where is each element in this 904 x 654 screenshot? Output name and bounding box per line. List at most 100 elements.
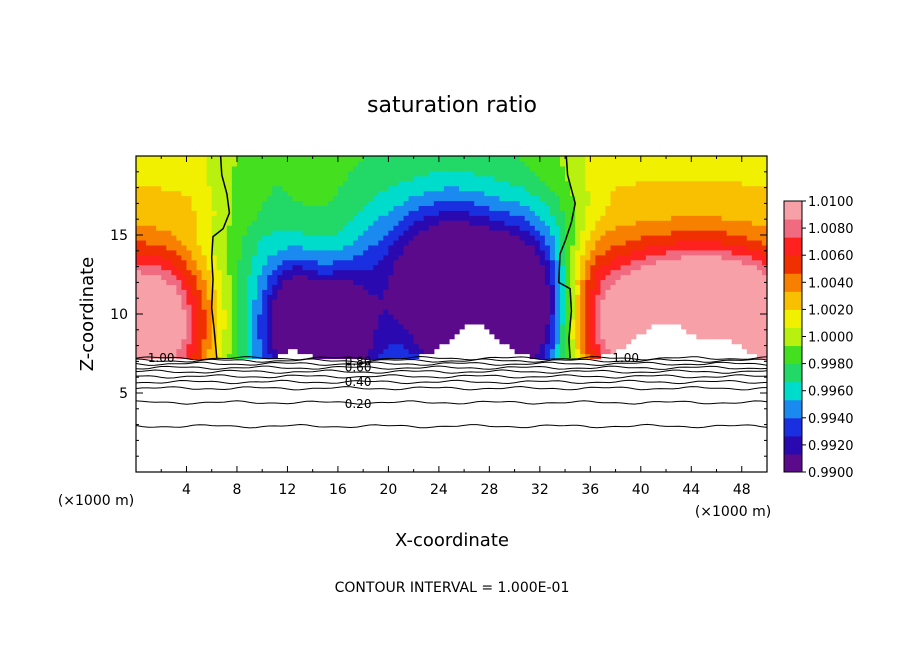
field-cell: [681, 205, 687, 211]
field-cell: [378, 269, 384, 276]
field-cell: [176, 309, 183, 315]
field-cell: [206, 338, 213, 345]
field-cell: [171, 210, 177, 216]
field-cell: [236, 210, 243, 216]
field-cell: [353, 264, 359, 271]
field-cell: [368, 215, 374, 221]
field-cell: [196, 210, 203, 216]
field-cell: [671, 318, 677, 325]
field-cell: [327, 180, 334, 187]
field-cell: [342, 205, 349, 211]
field-cell: [206, 190, 213, 197]
field-cell: [423, 333, 430, 340]
field-cell: [454, 200, 460, 206]
field-cell: [645, 323, 652, 330]
field-cell: [549, 328, 556, 335]
field-cell: [423, 220, 430, 226]
field-cell: [630, 254, 637, 261]
field-cell: [141, 175, 147, 182]
field-cell: [585, 215, 591, 221]
field-cell: [151, 249, 157, 256]
field-cell: [691, 185, 697, 192]
field-cell: [716, 269, 723, 276]
field-cell: [191, 314, 198, 320]
field-cell: [433, 180, 440, 187]
field-cell: [746, 323, 753, 330]
field-cell: [317, 314, 324, 320]
field-cell: [696, 175, 702, 182]
field-cell: [348, 210, 354, 216]
field-cell: [610, 314, 617, 320]
field-cell: [534, 185, 541, 192]
field-cell: [438, 284, 445, 290]
field-cell: [423, 215, 430, 221]
field-cell: [181, 225, 188, 231]
field-cell: [302, 205, 309, 211]
field-cell: [342, 180, 349, 187]
field-cell: [317, 235, 324, 241]
field-cell: [630, 299, 637, 305]
field-cell: [403, 274, 410, 281]
field-cell: [433, 254, 440, 261]
field-cell: [499, 244, 506, 251]
field-cell: [342, 200, 349, 206]
field-cell: [711, 235, 718, 241]
field-cell: [398, 353, 405, 360]
field-cell: [156, 304, 162, 310]
field-cell: [358, 254, 364, 261]
field-cell: [363, 215, 369, 221]
field-cell: [640, 249, 647, 256]
field-cell: [554, 304, 561, 310]
field-cell: [327, 323, 334, 330]
field-cell: [348, 220, 354, 226]
field-cell: [605, 230, 612, 236]
field-cell: [686, 294, 692, 300]
field-cell: [161, 244, 167, 251]
field-cell: [151, 353, 157, 360]
field-cell: [716, 220, 723, 226]
field-cell: [348, 333, 354, 340]
field-cell: [307, 343, 314, 350]
field-cell: [605, 343, 612, 350]
field-cell: [413, 274, 420, 281]
field-cell: [307, 175, 314, 182]
field-cell: [206, 160, 213, 167]
field-cell: [650, 160, 657, 167]
field-cell: [640, 156, 647, 162]
field-cell: [509, 249, 516, 256]
field-cell: [312, 314, 319, 320]
field-cell: [736, 190, 743, 197]
field-cell: [262, 160, 268, 167]
field-cell: [701, 170, 708, 177]
field-cell: [620, 284, 627, 290]
field-cell: [151, 215, 157, 221]
field-cell: [590, 269, 596, 276]
field-cell: [322, 215, 329, 221]
field-cell: [428, 318, 435, 325]
field-cell: [454, 156, 460, 162]
field-cell: [236, 343, 243, 350]
field-cell: [252, 348, 258, 355]
field-cell: [408, 230, 415, 236]
field-cell: [161, 343, 167, 350]
field-cell: [676, 180, 682, 187]
field-cell: [711, 249, 718, 256]
field-cell: [368, 314, 374, 320]
field-cell: [272, 244, 278, 251]
field-cell: [317, 299, 324, 305]
field-cell: [327, 348, 334, 355]
field-cell: [221, 254, 228, 261]
field-cell: [353, 210, 359, 216]
field-cell: [448, 180, 455, 187]
field-cell: [474, 156, 480, 162]
field-cell: [640, 230, 647, 236]
field-cell: [282, 323, 289, 330]
field-cell: [231, 309, 238, 315]
field-cell: [242, 304, 248, 310]
field-cell: [484, 314, 490, 320]
field-cell: [519, 279, 526, 285]
field-cell: [378, 299, 384, 305]
field-cell: [509, 304, 516, 310]
field-cell: [751, 239, 758, 246]
field-cell: [292, 244, 299, 251]
